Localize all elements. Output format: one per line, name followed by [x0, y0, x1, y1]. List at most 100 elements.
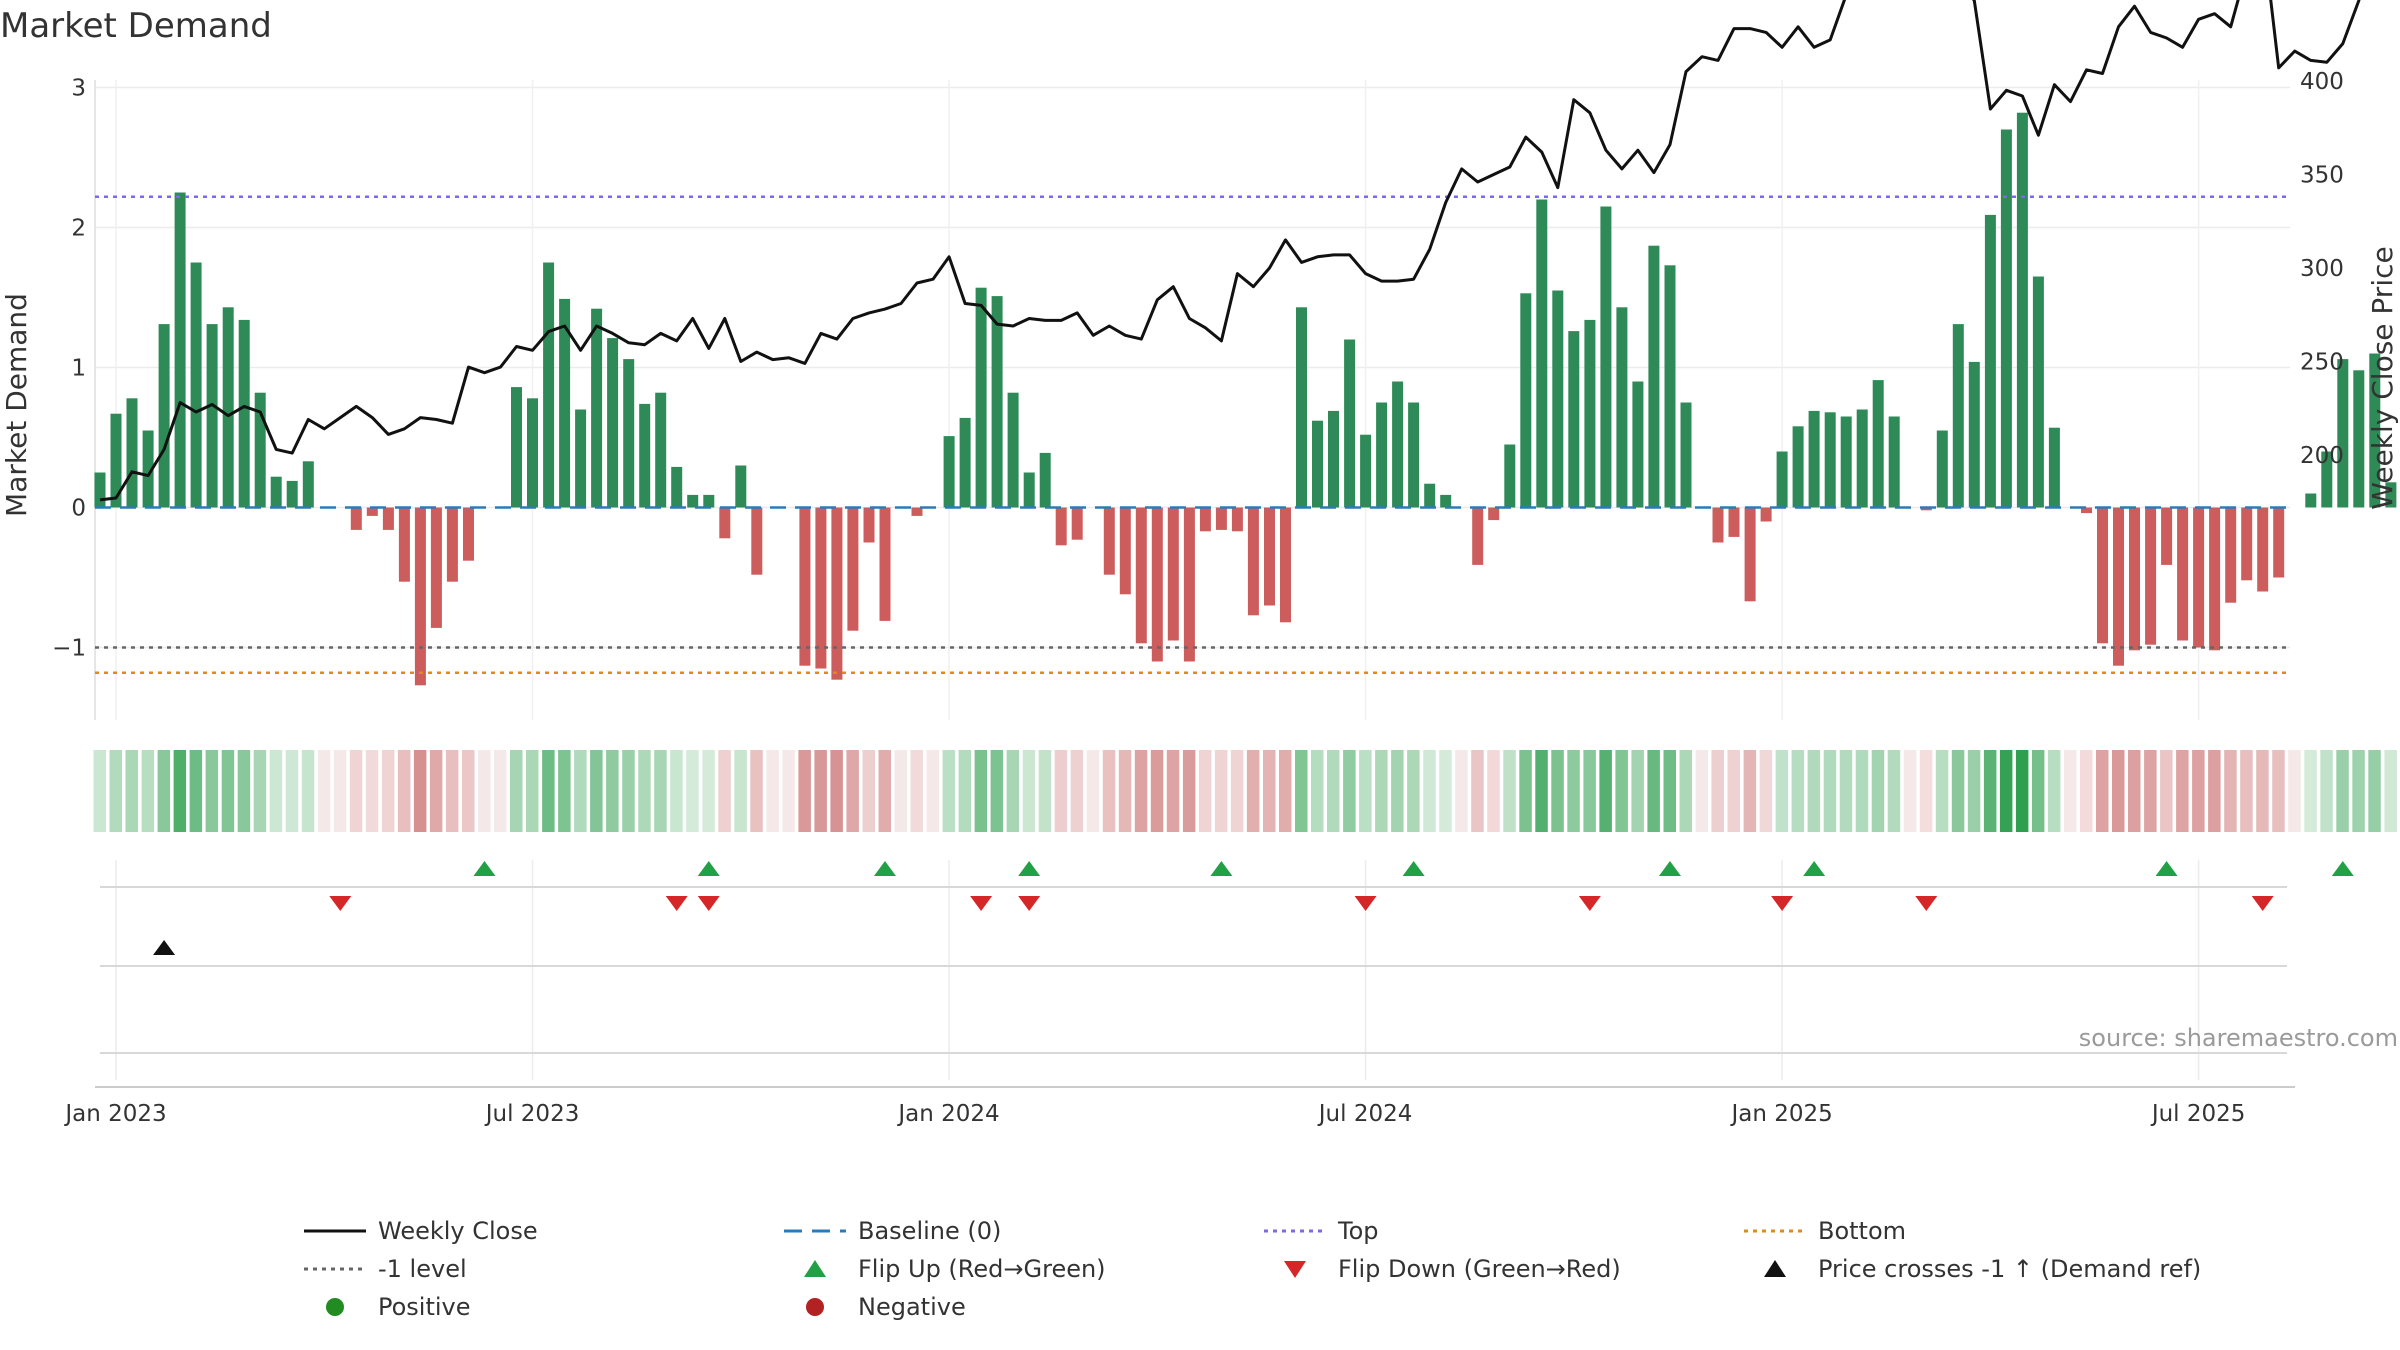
strip-cell-positive	[766, 750, 779, 832]
positive-demand-bar	[1616, 307, 1628, 508]
strip-cell-negative	[2256, 750, 2269, 832]
flip-down-marker	[1915, 896, 1938, 911]
strip-cell-positive	[1439, 750, 1452, 832]
legend-swatch-top	[1264, 1229, 1326, 1233]
negative-demand-bar	[863, 507, 875, 543]
positive-demand-bar	[1424, 483, 1436, 508]
negative-demand-bar	[2129, 507, 2140, 651]
strip-cell-negative	[462, 750, 475, 832]
strip-cell-positive	[1967, 750, 1981, 832]
positive-demand-bar	[2032, 276, 2044, 508]
positive-demand-bar	[1984, 214, 1996, 508]
positive-demand-bar	[1808, 410, 1820, 508]
negative-demand-bar	[799, 507, 811, 666]
strip-cell-positive	[2304, 750, 2317, 832]
legend-weekly-close: Weekly Close	[300, 1213, 538, 1249]
strip-cell-negative	[1759, 750, 1773, 832]
negative-demand-bar	[414, 507, 426, 686]
strip-cell-positive	[2368, 750, 2381, 832]
negative-demand-bar	[1199, 507, 1211, 532]
strip-cell-negative	[1279, 750, 1292, 832]
strip-cell-negative	[814, 750, 827, 832]
negative-demand-bar	[1247, 507, 1259, 616]
positive-demand-bar	[1600, 206, 1612, 508]
positive-demand-bar	[607, 338, 619, 508]
strip-cell-positive	[478, 750, 491, 832]
positive-demand-bar	[1680, 402, 1692, 508]
strip-cell-positive	[606, 750, 619, 832]
positive-demand-bar	[2337, 359, 2349, 508]
positive-demand-bar	[991, 296, 1003, 508]
strip-cell-negative	[1070, 750, 1084, 832]
legend-price-cross: Price crosses -1 ↑ (Demand ref)	[1740, 1251, 2201, 1287]
strip-cell-positive	[301, 750, 315, 832]
strip-cell-positive	[1791, 750, 1805, 832]
negative-demand-bar	[1167, 507, 1179, 641]
positive-demand-bar	[94, 472, 106, 508]
negative-demand-bar	[1280, 507, 1291, 623]
strip-cell-positive	[1903, 750, 1917, 832]
legend-label: Baseline (0)	[858, 1217, 1002, 1245]
positive-demand-bar	[975, 287, 987, 508]
flip-up-marker	[473, 861, 496, 876]
strip-cell-positive	[1775, 750, 1789, 832]
positive-demand-bar	[174, 192, 186, 508]
strip-cell-positive	[558, 750, 571, 832]
positive-demand-bar	[2048, 427, 2060, 508]
flip-down-marker	[665, 896, 688, 911]
strip-cell-positive	[1455, 750, 1468, 832]
negative-demand-bar	[751, 507, 763, 575]
flip-down-marker	[697, 896, 720, 911]
strip-cell-negative	[1166, 750, 1180, 832]
strip-cell-negative	[381, 750, 395, 832]
strip-cell-positive	[622, 750, 635, 832]
positive-demand-bar	[2353, 370, 2365, 508]
strip-cell-positive	[1807, 750, 1821, 832]
price-cross-marker	[153, 940, 176, 955]
flip-up-marker	[873, 861, 896, 876]
strip-cell-negative	[1118, 750, 1132, 832]
strip-cell-positive	[1343, 750, 1356, 832]
positive-demand-bar	[703, 494, 715, 508]
positive-demand-bar	[559, 298, 571, 508]
positive-demand-bar	[943, 436, 955, 508]
strip-cell-positive	[1951, 750, 1965, 832]
positive-demand-bar	[543, 262, 555, 508]
left-tick-label: −1	[52, 636, 86, 662]
positive-demand-bar	[142, 430, 154, 508]
x-tick-label: Jan 2023	[63, 1101, 166, 1127]
legend-positive: Positive	[300, 1289, 471, 1325]
demand-bars	[94, 112, 2397, 686]
strip-cell-positive	[1375, 750, 1388, 832]
right-tick-label: 300	[2300, 256, 2344, 282]
strip-cell-negative	[1919, 750, 1933, 832]
strip-cell-positive	[2336, 750, 2349, 832]
flip-up-marker	[1018, 861, 1041, 876]
flip-down-triangle-icon	[1284, 1261, 1306, 1278]
strip-cell-positive	[1519, 750, 1532, 832]
legend-swatch-close	[304, 1229, 366, 1233]
legend-swatch-bottom	[1744, 1229, 1806, 1233]
negative-demand-bar	[2177, 507, 2189, 641]
negative-demand-bar	[382, 507, 394, 530]
source-label: source: sharemaestro.com	[2079, 1024, 2398, 1052]
negative-demand-bar	[1744, 507, 1756, 602]
strip-cell-positive	[1022, 750, 1036, 832]
strip-cell-positive	[2352, 750, 2365, 832]
legend-flip-up: Flip Up (Red→Green)	[780, 1251, 1106, 1287]
strip-cell-negative	[2272, 750, 2285, 832]
strip-cell-negative	[2144, 750, 2157, 832]
strip-cell-negative	[750, 750, 763, 832]
left-tick-label: 2	[71, 216, 86, 242]
weekly-close-line	[99, 0, 2361, 502]
strip-cell-negative	[910, 750, 923, 832]
positive-demand-bar	[1408, 402, 1420, 508]
strip-cell-positive	[221, 750, 235, 832]
left-tick-label: 1	[71, 356, 86, 382]
positive-demand-bar	[1632, 381, 1644, 508]
strip-cell-negative	[878, 750, 891, 832]
strip-cell-negative	[2112, 750, 2125, 832]
negative-demand-bar	[2081, 507, 2092, 514]
